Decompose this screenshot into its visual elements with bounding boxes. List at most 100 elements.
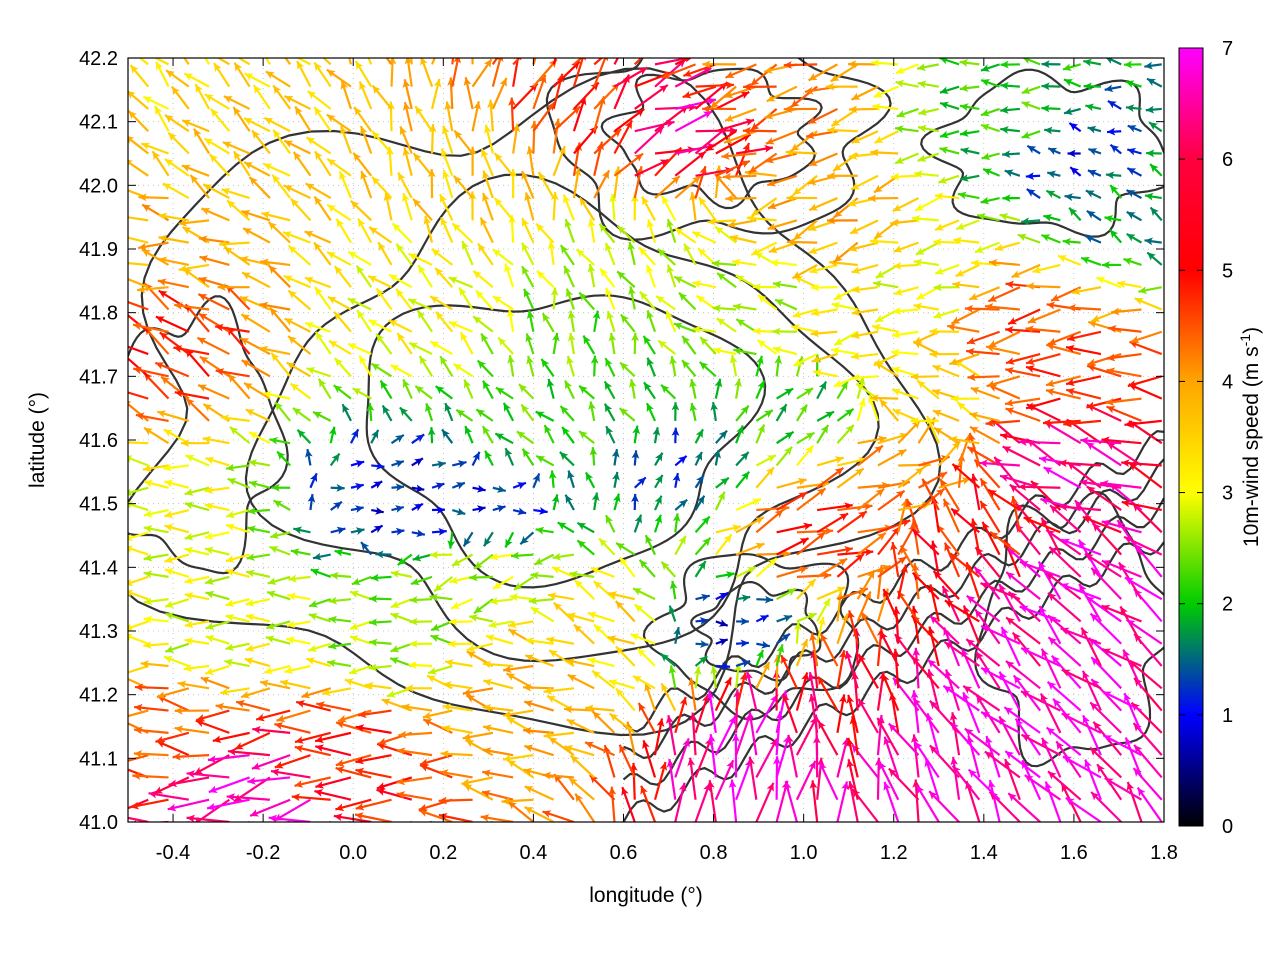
wind-vector-316 xyxy=(177,680,210,690)
wind-vector-1068 xyxy=(681,359,697,378)
wind-vector-1506 xyxy=(1126,189,1142,200)
wind-vector-511 xyxy=(966,594,1001,623)
wind-vector-550 xyxy=(735,594,751,603)
wind-vector-243 xyxy=(836,694,847,734)
wind-vector-3 xyxy=(186,821,189,822)
wind-vector-607 xyxy=(836,553,865,578)
wind-vector-1804 xyxy=(830,63,859,83)
wind-vector-1459 xyxy=(162,182,190,200)
wind-vector-1565 xyxy=(203,137,230,155)
wind-vector-510 xyxy=(944,599,980,623)
wind-vector-1 xyxy=(128,816,149,822)
wind-vector-581 xyxy=(288,574,311,583)
wind-vector-856 xyxy=(611,448,620,466)
wind-vector-377 xyxy=(368,663,392,672)
wind-vector-576 xyxy=(184,575,210,585)
wind-vector-1215 xyxy=(492,295,514,311)
wind-vector-394 xyxy=(735,660,751,668)
wind-vector-1066 xyxy=(646,357,657,377)
wind-vector-1795 xyxy=(674,58,693,66)
wind-vector-120 xyxy=(419,764,453,779)
wind-vector-968 xyxy=(775,403,788,422)
wind-vector-1413 xyxy=(289,197,312,222)
wind-vector-838 xyxy=(225,463,250,472)
wind-vector-221 xyxy=(355,724,392,734)
wind-vector-1133 xyxy=(929,350,960,359)
wind-vector-144 xyxy=(913,740,940,779)
wind-vector-1379 xyxy=(666,218,677,243)
wind-vector-427 xyxy=(328,641,352,650)
wind-vector-753 xyxy=(631,493,639,511)
wind-vector-250 xyxy=(962,691,981,734)
wind-vector-683 xyxy=(247,525,271,534)
wind-vector-35 xyxy=(836,781,849,822)
wind-vector-913 xyxy=(714,429,728,444)
contour-9 xyxy=(920,68,1164,238)
wind-vector-1135 xyxy=(966,347,1000,356)
wind-vector-960 xyxy=(603,403,616,422)
wind-vector-1289 xyxy=(933,283,960,292)
wind-vector-1591 xyxy=(721,152,757,160)
wind-vector-1602 xyxy=(960,147,980,155)
wind-vector-1221 xyxy=(628,286,636,310)
wind-vector-825 xyxy=(999,474,1041,489)
wind-vector-1284 xyxy=(833,286,859,301)
x-tick-label-7: 1.0 xyxy=(790,842,818,864)
x-tick-label-2: 0.0 xyxy=(339,842,367,864)
wind-vector-914 xyxy=(735,425,744,444)
wind-vector-42 xyxy=(965,780,981,822)
wind-vector-851 xyxy=(504,447,515,466)
wind-vector-432 xyxy=(430,634,453,645)
wind-vector-1660 xyxy=(1087,125,1102,134)
wind-vector-685 xyxy=(293,526,311,535)
wind-vector-1190 xyxy=(1025,325,1061,334)
wind-vector-636 xyxy=(360,541,373,556)
wind-vector-254 xyxy=(1039,692,1062,734)
wind-vector-954 xyxy=(475,408,494,422)
wind-vector-1173 xyxy=(692,325,716,334)
wind-vector-1446 xyxy=(955,219,980,231)
wind-vector-1219 xyxy=(578,291,596,311)
wind-vector-955 xyxy=(502,402,515,422)
wind-vector-893 xyxy=(296,428,312,444)
wind-vector-1553 xyxy=(1025,172,1041,181)
wind-vector-82 xyxy=(735,758,753,801)
wind-vector-31 xyxy=(755,782,775,822)
wind-vector-1086 xyxy=(1025,365,1061,378)
wind-vector-473 xyxy=(205,620,230,630)
wind-vector-577 xyxy=(204,575,230,585)
wind-vector-709 xyxy=(796,527,834,535)
wind-vector-33 xyxy=(783,780,798,822)
wind-vector-123 xyxy=(482,769,514,779)
wind-vector-1735 xyxy=(512,58,522,87)
wind-vector-619 xyxy=(1048,546,1082,578)
wind-vector-1667 xyxy=(170,85,190,110)
wind-vector-1016 xyxy=(689,378,697,399)
wind-vector-1512 xyxy=(181,164,210,177)
wind-vector-846 xyxy=(411,457,424,467)
wind-vector-1255 xyxy=(241,271,271,289)
wind-vector-1416 xyxy=(350,200,372,222)
wind-vector-1063 xyxy=(590,355,599,377)
wind-vector-90 xyxy=(878,760,900,801)
wind-vector-1814 xyxy=(1041,60,1061,69)
wind-vector-314 xyxy=(134,683,169,692)
wind-vector-1414 xyxy=(313,195,332,221)
wind-vector-1313 xyxy=(377,241,393,266)
wind-vector-691 xyxy=(431,527,447,536)
wind-vector-525 xyxy=(205,590,230,601)
wind-vector-1705 xyxy=(939,101,960,110)
wind-vector-1498 xyxy=(957,191,980,200)
wind-vector-1056 xyxy=(439,355,454,377)
wind-vector-1631 xyxy=(508,97,516,132)
y-tick-label-1: 41.1 xyxy=(79,748,118,770)
wind-vector-285 xyxy=(615,687,636,712)
wind-vector-549 xyxy=(715,591,729,601)
wind-vector-961 xyxy=(618,407,636,422)
wind-vector-166 xyxy=(294,744,331,757)
wind-vector-1157 xyxy=(368,319,393,333)
wind-vector-1546 xyxy=(873,174,899,194)
wind-vector-668 xyxy=(989,530,1021,556)
wind-vector-20 xyxy=(507,800,535,822)
wind-vector-1382 xyxy=(714,225,737,244)
